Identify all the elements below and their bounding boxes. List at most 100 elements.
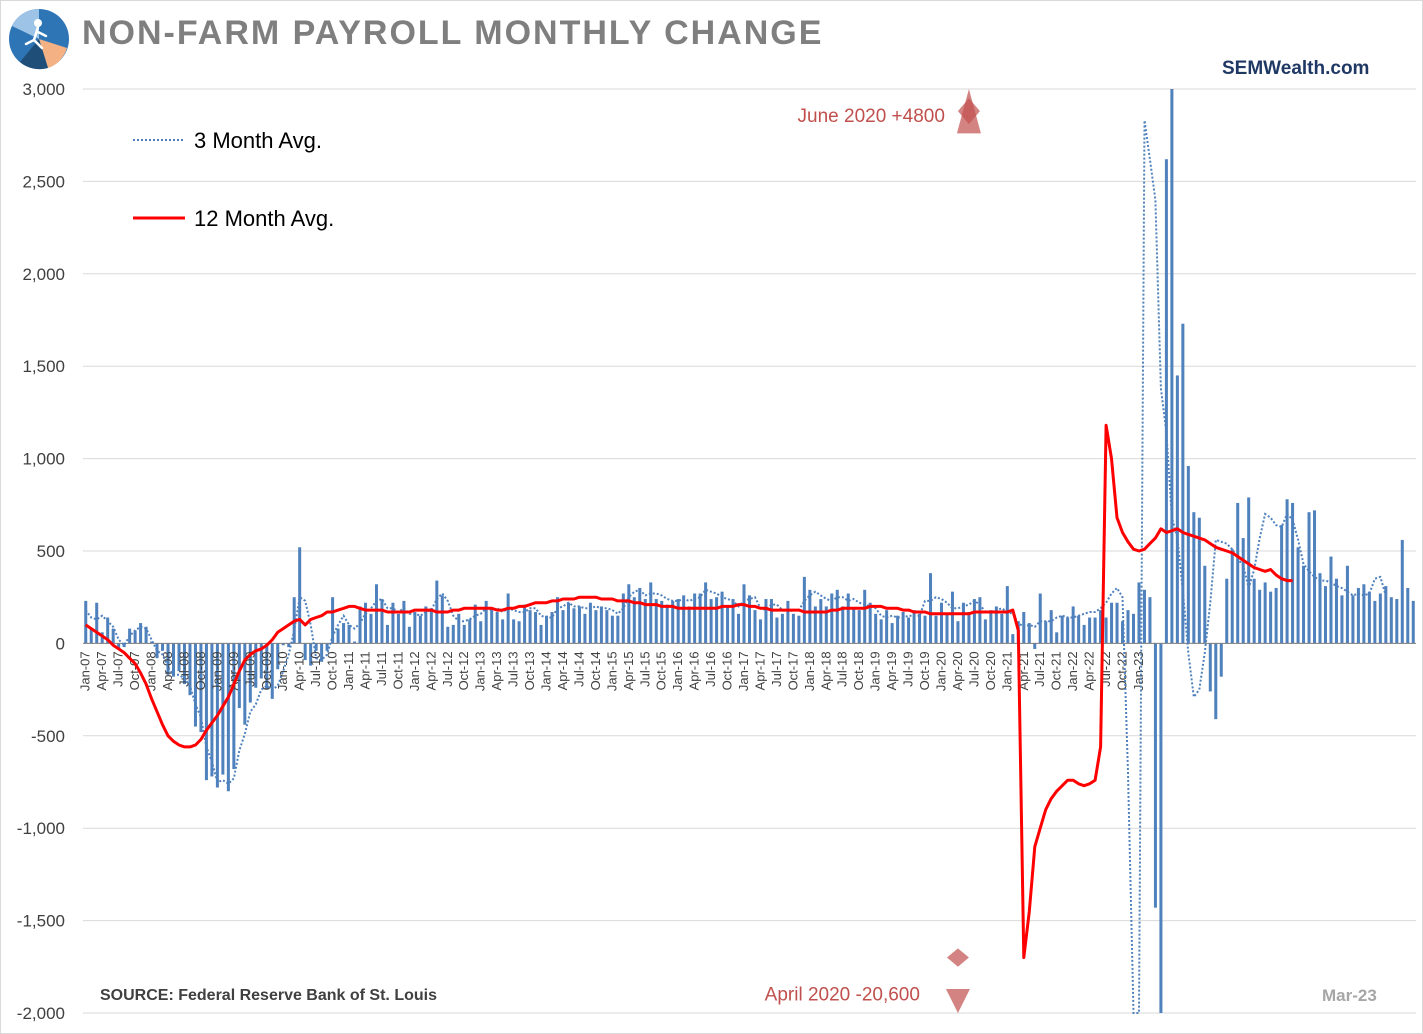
bar — [226, 643, 230, 792]
bar — [693, 593, 697, 644]
bar — [1175, 375, 1179, 644]
bar — [523, 604, 527, 644]
bar — [830, 593, 834, 644]
bar — [1230, 549, 1234, 644]
bar — [237, 643, 241, 709]
bar — [495, 611, 499, 644]
bar — [385, 624, 389, 644]
bar — [512, 619, 516, 644]
bar — [1077, 615, 1081, 644]
x-tick-label: Jul-16 — [703, 651, 718, 686]
bar — [808, 589, 812, 644]
x-tick-label: Oct-19 — [917, 651, 932, 690]
bar — [605, 610, 609, 644]
bar — [457, 613, 461, 644]
x-tick-label: Jul-13 — [506, 651, 521, 686]
bar — [967, 611, 971, 644]
monthly-change-bars — [84, 89, 1415, 1013]
bar — [621, 593, 625, 644]
bar — [133, 630, 137, 644]
bar — [1291, 502, 1295, 644]
brand-link[interactable]: SEMWealth.com — [1222, 58, 1370, 79]
bar — [1362, 584, 1366, 644]
bar — [1252, 578, 1256, 644]
bar — [243, 643, 247, 725]
bar — [1274, 587, 1278, 644]
y-axis: -2,000 -1,500 -1,000 -500 0 500 1,000 1,500 2,00… — [17, 80, 65, 1023]
bar — [1323, 586, 1327, 644]
bar — [462, 624, 466, 644]
bar — [1088, 617, 1092, 644]
bar — [709, 599, 713, 644]
bar — [726, 606, 730, 644]
bar — [418, 615, 422, 644]
bar — [879, 619, 883, 644]
bar — [89, 628, 93, 644]
x-tick-label: Jan-15 — [604, 651, 619, 691]
bar — [342, 623, 346, 644]
avg-12-month-line — [84, 423, 1293, 960]
x-tick-label: Apr-11 — [358, 651, 373, 689]
bar — [1269, 591, 1273, 644]
bar — [874, 613, 878, 644]
bar — [204, 643, 208, 781]
bar — [1356, 587, 1360, 644]
bar — [824, 606, 828, 644]
bar — [1027, 623, 1031, 644]
bar — [1367, 591, 1371, 644]
bar — [358, 606, 362, 644]
x-tick-label: Oct-08 — [193, 651, 208, 690]
bar — [572, 608, 576, 644]
x-tick-label: Jan-12 — [407, 651, 422, 691]
y-tick-label: 500 — [37, 542, 65, 561]
date-stamp: Mar-23 — [1322, 986, 1377, 1005]
bar — [780, 613, 784, 644]
x-tick-label: Jul-18 — [835, 651, 850, 686]
bar — [797, 615, 801, 644]
bar — [753, 610, 757, 644]
bar — [1241, 538, 1245, 644]
x-tick-label: Jan-16 — [670, 651, 685, 691]
bar — [424, 606, 428, 644]
x-tick-label: Apr-07 — [94, 651, 109, 690]
x-tick-label: Jul-07 — [111, 651, 126, 686]
x-tick-label: Jul-17 — [769, 651, 784, 686]
bar — [577, 606, 581, 644]
bar — [627, 584, 631, 644]
bar — [918, 613, 922, 644]
bar — [1153, 643, 1157, 908]
bar — [545, 615, 549, 644]
x-tick-label: Oct-20 — [983, 651, 998, 690]
bar — [1071, 606, 1075, 644]
bar — [150, 641, 154, 644]
semwealth-logo-icon — [9, 9, 69, 70]
bar — [534, 611, 538, 644]
x-tick-label: Jan-07 — [78, 651, 93, 691]
bar — [989, 610, 993, 644]
bar — [506, 593, 510, 644]
bar — [259, 643, 263, 679]
bar — [490, 610, 494, 644]
bar — [1170, 89, 1174, 644]
bar — [1197, 517, 1201, 644]
bar — [1121, 621, 1125, 644]
x-tick-label: Oct-10 — [325, 651, 340, 690]
bar — [813, 606, 817, 644]
bar — [599, 606, 603, 644]
bar — [885, 610, 889, 644]
bar — [857, 610, 861, 644]
bar — [1313, 510, 1317, 644]
bar — [583, 613, 587, 644]
bar — [1247, 497, 1251, 644]
bar — [1038, 593, 1042, 644]
bar — [166, 643, 170, 675]
x-tick-label: Apr-22 — [1082, 651, 1097, 690]
bar — [1302, 565, 1306, 644]
bar — [649, 582, 653, 644]
bar — [972, 599, 976, 644]
bar — [1060, 615, 1064, 644]
bar — [1384, 586, 1388, 644]
legend-label-12-month: 12 Month Avg. — [194, 206, 334, 231]
bar — [1285, 499, 1289, 644]
bar — [182, 643, 186, 685]
